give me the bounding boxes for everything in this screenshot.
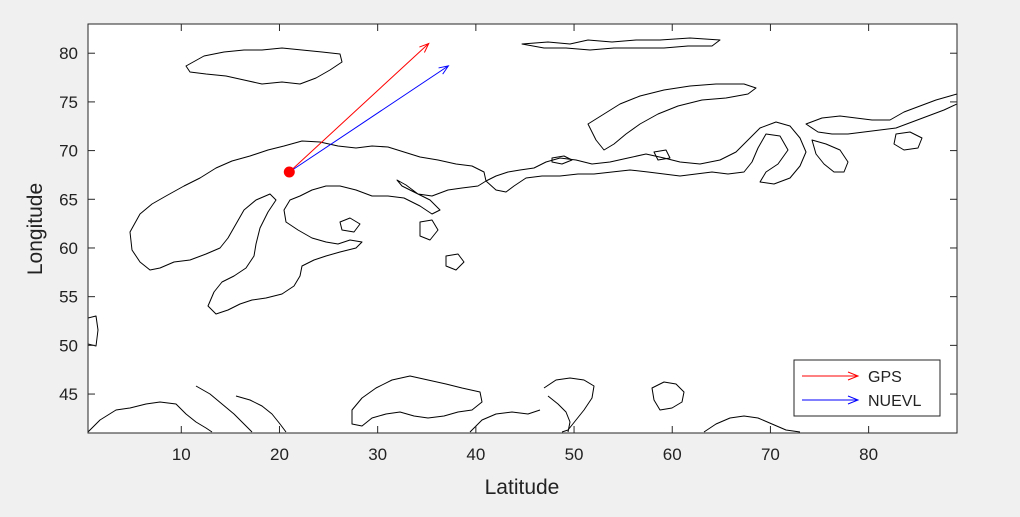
- x-tick-label: 50: [565, 445, 584, 464]
- y-tick-label: 55: [59, 288, 78, 307]
- x-tick-label: 70: [761, 445, 780, 464]
- x-tick-label: 10: [172, 445, 191, 464]
- axes-box: [87, 23, 958, 434]
- y-tick-label: 75: [59, 93, 78, 112]
- arrow-shaft-nuevl: [289, 65, 449, 173]
- x-tick-label: 40: [466, 445, 485, 464]
- legend-label-nuevl: NUEVL: [868, 393, 921, 410]
- y-axis-label: Longitude: [24, 183, 47, 275]
- y-tick-label: 70: [59, 142, 78, 161]
- origin-marker: [283, 166, 295, 178]
- arrow-head-nuevl: [438, 65, 450, 75]
- y-tick-label: 60: [59, 239, 78, 258]
- arrow-shaft-gps: [288, 43, 430, 173]
- legend-entry-gps: GPS: [802, 369, 902, 386]
- legend-box: [793, 359, 941, 417]
- quiver-arrows: [288, 42, 450, 173]
- x-tick-label: 30: [368, 445, 387, 464]
- y-tick-label: 50: [59, 336, 78, 355]
- x-axis-label: Latitude: [485, 476, 560, 499]
- y-tick-label: 65: [59, 190, 78, 209]
- legend: GPS NUEVL: [793, 359, 941, 417]
- x-tick-label: 20: [270, 445, 289, 464]
- coastlines: [88, 37, 957, 433]
- y-tick-label: 45: [59, 385, 78, 404]
- legend-label-gps: GPS: [868, 369, 902, 386]
- legend-entry-nuevl: NUEVL: [802, 393, 921, 410]
- ticks: 10 20 30 40 50 60 70 80 45 50 55 60 65 70 75 80: [59, 24, 957, 464]
- arrow-head-gps: [419, 42, 430, 53]
- y-tick-label: 80: [59, 44, 78, 63]
- x-tick-label: 60: [663, 445, 682, 464]
- legend-arrowhead-gps: [847, 371, 860, 381]
- x-tick-label: 80: [859, 445, 878, 464]
- legend-arrowhead-nuevl: [847, 395, 860, 405]
